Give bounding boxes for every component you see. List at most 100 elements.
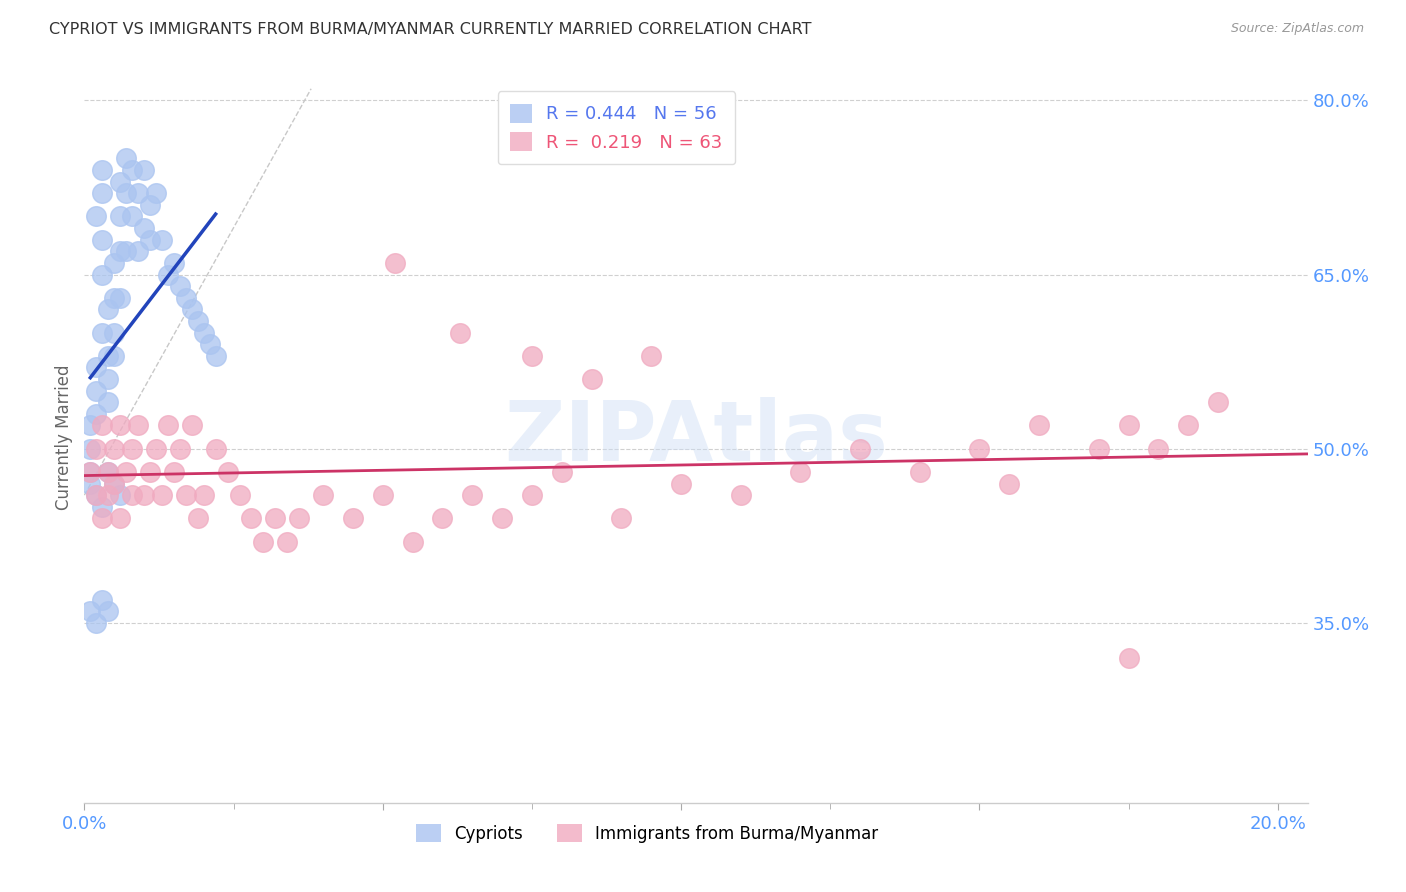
Point: [217, 465, 239, 479]
Point: [84, 360, 107, 375]
Point: [581, 372, 603, 386]
Point: [84, 442, 107, 456]
Point: [121, 210, 143, 224]
Point: [252, 534, 274, 549]
Point: [97, 465, 120, 479]
Point: [145, 442, 167, 456]
Point: [145, 186, 167, 201]
Point: [103, 476, 125, 491]
Point: [103, 349, 125, 363]
Point: [132, 488, 155, 502]
Point: [108, 175, 131, 189]
Point: [121, 488, 143, 502]
Point: [150, 488, 173, 502]
Point: [103, 291, 125, 305]
Point: [139, 465, 162, 479]
Point: [132, 163, 155, 178]
Point: [789, 465, 811, 479]
Point: [1177, 418, 1199, 433]
Point: [163, 465, 186, 479]
Point: [640, 349, 662, 363]
Point: [79, 465, 101, 479]
Point: [288, 511, 311, 525]
Point: [91, 500, 114, 514]
Point: [91, 326, 114, 340]
Point: [198, 337, 221, 351]
Point: [97, 349, 120, 363]
Point: [1087, 442, 1109, 456]
Point: [84, 384, 107, 398]
Point: [115, 244, 138, 259]
Point: [127, 418, 149, 433]
Point: [97, 372, 120, 386]
Point: [312, 488, 335, 502]
Point: [97, 465, 120, 479]
Point: [97, 488, 120, 502]
Point: [91, 163, 114, 178]
Point: [264, 511, 287, 525]
Point: [1147, 442, 1170, 456]
Point: [132, 221, 155, 235]
Point: [1028, 418, 1050, 433]
Point: [115, 186, 138, 201]
Point: [669, 476, 692, 491]
Point: [174, 291, 197, 305]
Point: [121, 163, 143, 178]
Point: [1118, 418, 1140, 433]
Point: [84, 488, 107, 502]
Point: [115, 465, 138, 479]
Point: [169, 279, 191, 293]
Point: [174, 488, 197, 502]
Point: [461, 488, 484, 502]
Point: [163, 256, 186, 270]
Point: [103, 256, 125, 270]
Point: [187, 511, 209, 525]
Point: [84, 407, 107, 421]
Point: [180, 418, 202, 433]
Point: [432, 511, 454, 525]
Point: [156, 268, 179, 282]
Point: [204, 349, 226, 363]
Point: [79, 476, 101, 491]
Point: [240, 511, 263, 525]
Point: [730, 488, 752, 502]
Point: [108, 511, 131, 525]
Point: [204, 442, 226, 456]
Point: [849, 442, 872, 456]
Point: [139, 198, 162, 212]
Point: [108, 244, 131, 259]
Point: [91, 268, 114, 282]
Point: [139, 233, 162, 247]
Point: [108, 210, 131, 224]
Point: [91, 418, 114, 433]
Point: [401, 534, 423, 549]
Point: [103, 326, 125, 340]
Point: [520, 488, 543, 502]
Point: [150, 233, 173, 247]
Point: [108, 291, 131, 305]
Text: CYPRIOT VS IMMIGRANTS FROM BURMA/MYANMAR CURRENTLY MARRIED CORRELATION CHART: CYPRIOT VS IMMIGRANTS FROM BURMA/MYANMAR…: [49, 22, 811, 37]
Point: [449, 326, 471, 340]
Point: [79, 604, 101, 618]
Point: [115, 152, 138, 166]
Text: ZIPAtlas: ZIPAtlas: [503, 397, 889, 477]
Point: [610, 511, 633, 525]
Point: [491, 511, 513, 525]
Point: [551, 465, 574, 479]
Point: [84, 488, 107, 502]
Point: [384, 256, 406, 270]
Text: Source: ZipAtlas.com: Source: ZipAtlas.com: [1230, 22, 1364, 36]
Point: [193, 488, 215, 502]
Point: [180, 302, 202, 317]
Point: [998, 476, 1021, 491]
Point: [520, 349, 543, 363]
Point: [908, 465, 931, 479]
Point: [79, 418, 101, 433]
Point: [127, 244, 149, 259]
Point: [103, 476, 125, 491]
Point: [276, 534, 298, 549]
Point: [156, 418, 179, 433]
Point: [97, 604, 120, 618]
Point: [1206, 395, 1229, 409]
Point: [127, 186, 149, 201]
